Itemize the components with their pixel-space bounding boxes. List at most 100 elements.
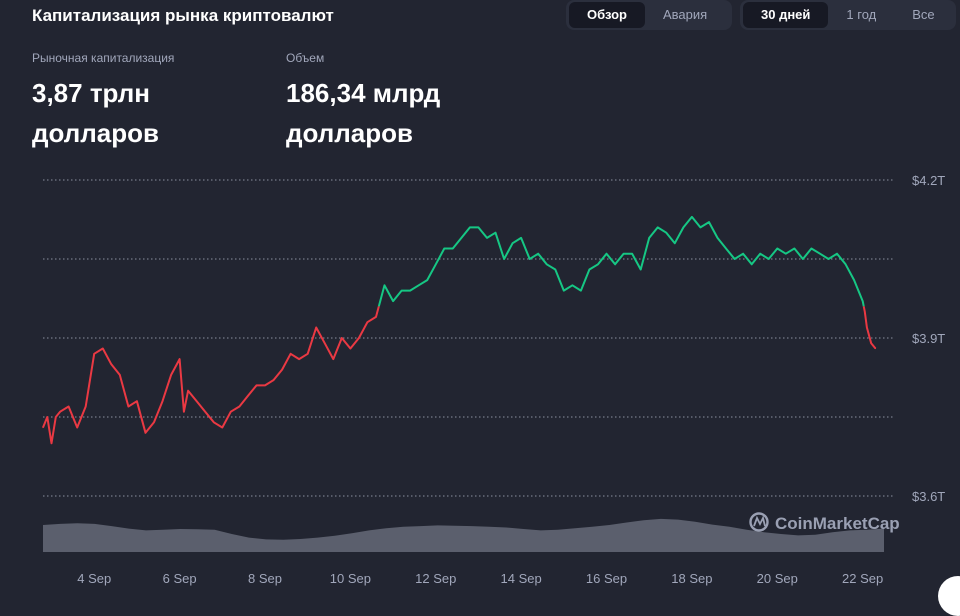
data-point [716,237,719,239]
data-point [759,253,761,255]
data-point [341,337,343,339]
page-title: Капитализация рынка криптовалют [32,6,334,25]
x-tick-label: 18 Sep [671,571,712,586]
data-point [623,253,625,255]
data-point [435,263,437,265]
data-point [144,432,147,434]
data-point [870,342,872,344]
data-point [307,353,309,355]
data-point [102,347,104,350]
data-point [793,247,796,250]
coinmarketcap-logo-icon [749,512,769,532]
y-tick-label: $3.9T [912,331,945,346]
data-point [290,353,292,355]
volume-area [43,518,884,552]
market-cap-value: 3,87 трлн долларов [32,78,159,148]
watermark-text: CoinMarketCap [775,514,900,533]
data-point [580,290,582,292]
data-point [136,400,138,402]
data-point [734,258,736,260]
data-point [238,405,240,408]
data-point [213,421,215,423]
x-tick-label: 16 Sep [586,571,627,586]
data-point [845,263,847,265]
data-point [768,258,770,260]
data-point [605,253,608,255]
tab-overview[interactable]: Обзор [569,2,645,28]
data-point [674,242,676,244]
price-line-down [42,306,877,445]
data-point [742,253,744,255]
range-30-days[interactable]: 30 дней [743,2,829,28]
data-point [349,347,351,350]
data-point [494,232,497,234]
data-point [452,247,454,250]
data-point [401,290,403,292]
data-point [640,268,642,271]
data-point [546,263,548,265]
data-point [648,237,650,239]
data-point [170,374,172,376]
data-point [699,226,702,228]
data-point [247,395,249,397]
data-point [469,226,471,228]
data-point [204,411,206,413]
x-tick-label: 8 Sep [248,571,282,586]
data-point [324,342,326,344]
data-point [874,347,877,350]
x-tick-label: 22 Sep [842,571,883,586]
data-point [776,247,778,250]
data-point [529,258,531,260]
data-point [230,411,232,413]
price-line-up [377,215,865,307]
data-point [418,284,420,286]
data-point [127,405,129,408]
coinmarketcap-watermark: CoinMarketCap [749,512,900,533]
data-point [588,268,591,271]
data-point [554,268,556,271]
data-point [443,247,445,250]
data-point [42,426,44,429]
x-tick-label: 20 Sep [757,571,798,586]
data-point [866,326,868,329]
data-point [864,311,866,313]
data-point [520,237,522,239]
range-toggle: 30 дней 1 год Все [740,0,956,30]
data-point [571,284,574,286]
data-point [110,363,112,365]
data-point [477,226,479,228]
grid-lines [43,179,893,497]
data-point [819,253,821,255]
data-point [810,247,813,250]
data-point [614,263,616,265]
data-point [161,400,164,402]
range-1-year[interactable]: 1 год [846,7,877,22]
data-point [76,426,78,429]
data-point [862,300,864,302]
data-point [50,442,53,444]
data-point [264,384,266,386]
data-point [46,416,48,418]
data-point [55,416,57,418]
data-point [631,253,633,255]
data-point [785,253,787,255]
data-point [597,263,599,265]
tab-crash[interactable]: Авария [663,7,708,22]
view-toggle: Обзор Авария [566,0,732,30]
x-tick-label: 4 Sep [77,571,111,586]
data-point [332,358,334,360]
y-tick-label: $4.2T [912,173,945,188]
data-point [537,253,539,255]
market-cap-label: Рыночная капитализация [32,51,175,65]
data-point [153,421,155,423]
x-axis-labels: 4 Sep 6 Sep 8 Sep 10 Sep 12 Sep 14 Sep 16 Sep 1… [77,571,883,586]
range-all[interactable]: Все [912,7,935,22]
data-point [751,263,753,265]
data-point [183,411,185,413]
data-point [802,258,804,260]
data-point [657,226,659,228]
data-point [853,279,855,281]
price-line [42,215,877,445]
market-cap-chart: CoinMarketCap $4.2T $3.9T $3.6T 4 Sep 6 Sep… [42,173,945,586]
data-point [68,405,70,408]
